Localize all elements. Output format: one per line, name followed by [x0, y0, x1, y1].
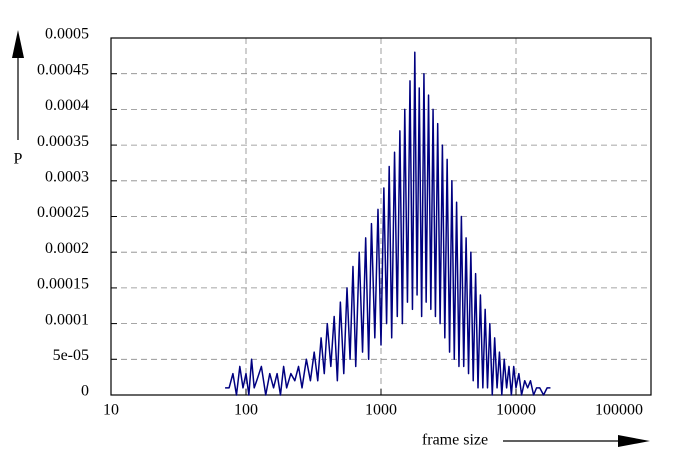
y-tick-label: 0.0001 — [45, 311, 89, 328]
x-tick-label: 100 — [234, 402, 258, 419]
y-tick-label: 5e-05 — [53, 347, 89, 364]
series-line — [225, 51, 551, 396]
x-tick-label: 10000 — [496, 402, 536, 419]
plot-frame — [110, 37, 652, 396]
y-tick-label: 0.0004 — [45, 97, 89, 114]
y-tick-label: 0.0003 — [45, 168, 89, 185]
y-tick-label: 0 — [81, 383, 89, 400]
x-arrow-head — [618, 435, 650, 447]
y-tick-label: 0.0002 — [45, 240, 89, 257]
y-tick-label: 0.00045 — [37, 61, 89, 78]
y-tick-label: 0.00015 — [37, 276, 89, 293]
y-tick-label: 0.00035 — [37, 133, 89, 150]
x-tick-label: 100000 — [595, 402, 643, 419]
x-tick-label: 10 — [103, 402, 119, 419]
x-tick-label: 1000 — [365, 402, 397, 419]
y-arrow-head — [12, 30, 24, 58]
y-axis-label: P — [14, 151, 23, 168]
y-tick-label: 0.0005 — [45, 26, 89, 43]
x-axis-label: frame size — [422, 432, 488, 449]
y-tick-label: 0.00025 — [37, 204, 89, 221]
